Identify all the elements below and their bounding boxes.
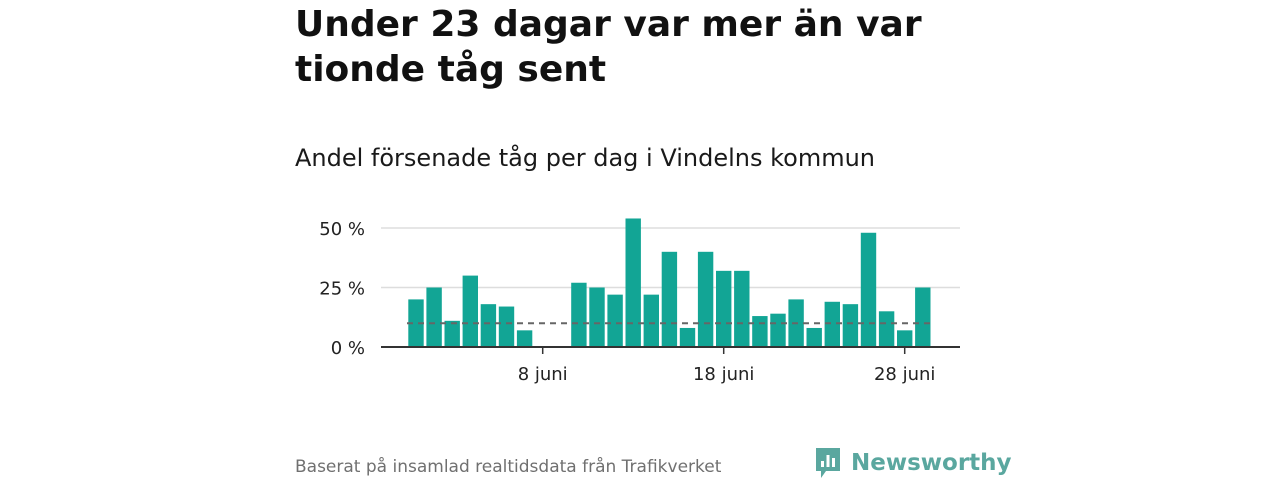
bar	[806, 327, 822, 347]
bar	[661, 251, 678, 347]
bar	[897, 330, 913, 347]
y-tick-label: 25 %	[319, 279, 365, 300]
bar	[462, 275, 478, 347]
chart-subtitle: Andel försenade tåg per dag i Vindelns k…	[295, 144, 876, 172]
bar	[734, 270, 750, 347]
bar	[589, 287, 605, 347]
bar	[444, 320, 460, 347]
chart-title: Under 23 dagar var mer än var tionde tåg…	[295, 4, 922, 90]
bar	[607, 294, 623, 347]
brand-name: Newsworthy	[851, 450, 1012, 476]
source-note: Baserat på insamlad realtidsdata från Tr…	[295, 457, 722, 477]
x-tick-label: 28 juni	[874, 364, 935, 385]
bar	[770, 313, 786, 347]
bar	[643, 294, 659, 347]
bar	[408, 299, 424, 347]
newsworthy-logo-icon	[816, 448, 840, 478]
bar	[480, 304, 497, 347]
bar	[679, 327, 696, 347]
bar	[878, 311, 895, 347]
bar	[824, 301, 840, 347]
axes: 0 % 25 % 50 % 8 juni 18 juni 28 juni	[319, 219, 960, 385]
y-tick-label: 50 %	[319, 219, 365, 240]
bar	[571, 282, 587, 347]
bar	[697, 251, 714, 347]
bar	[625, 218, 641, 347]
bar	[915, 287, 931, 347]
x-tick-label: 8 juni	[518, 364, 568, 385]
x-tick-label: 18 juni	[693, 364, 754, 385]
bar	[860, 232, 877, 347]
bar	[716, 270, 732, 347]
brand[interactable]: Newsworthy	[814, 446, 1012, 480]
bar	[498, 306, 515, 347]
bar	[516, 330, 533, 347]
y-tick-label: 0 %	[331, 338, 365, 359]
bar	[752, 316, 768, 347]
bar	[426, 287, 442, 347]
bar	[842, 304, 859, 347]
bars	[408, 218, 931, 347]
